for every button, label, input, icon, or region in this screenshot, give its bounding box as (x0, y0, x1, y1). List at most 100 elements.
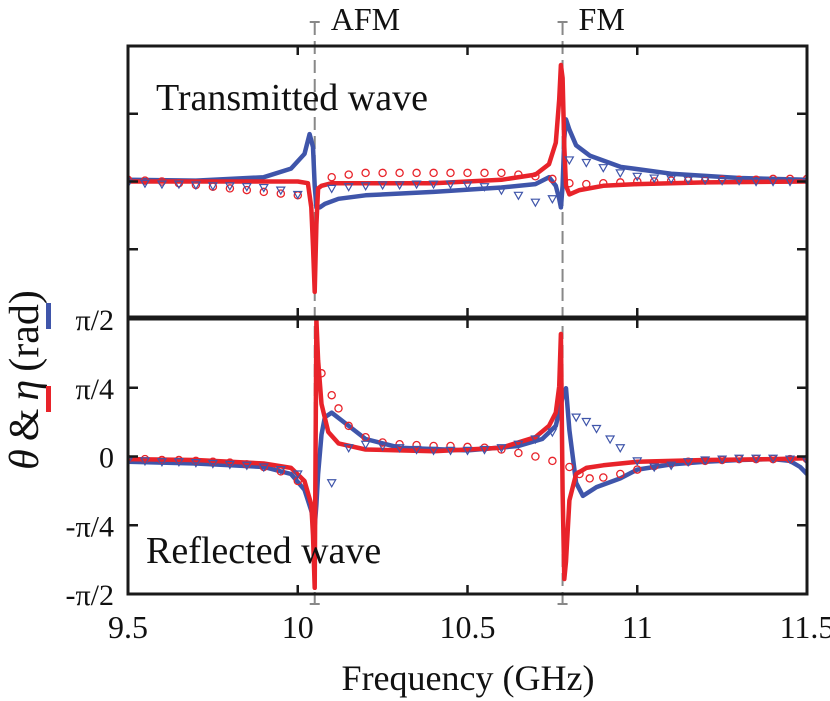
reflected-eta-point (224, 460, 235, 470)
transmitted-theta-point (463, 168, 472, 178)
transmitted-eta-point (128, 179, 134, 189)
reflected-eta-point (768, 454, 779, 464)
transmitted-eta-point (513, 191, 524, 201)
transmitted-theta-point (361, 168, 370, 178)
y-label-theta: θ (2, 449, 48, 470)
reflected-theta-point (327, 390, 336, 400)
reflected-theta-point (446, 441, 455, 451)
transmitted-eta-point (156, 180, 167, 190)
transmitted-eta-point (258, 183, 269, 193)
transmitted-eta-point (700, 176, 711, 185)
y-label-unit: (rad) (2, 290, 48, 372)
transmitted-theta-point (633, 177, 642, 186)
transmitted-eta-point (564, 156, 575, 166)
transmitted-theta-point (497, 168, 506, 178)
transmitted-eta-point (292, 190, 303, 200)
transmitted-theta-point (480, 168, 489, 178)
transmitted-theta-point (344, 170, 353, 179)
transmitted-eta-point (207, 182, 218, 192)
reflected-eta-point (605, 435, 616, 445)
reflected-theta-point (599, 473, 608, 482)
transmitted-theta-point (412, 168, 421, 178)
transmitted-theta-point (259, 187, 269, 197)
y-tick-label: -π/4 (66, 510, 114, 543)
y-axis-label: θ & η (rad) (2, 290, 48, 470)
reflected-theta-point (548, 456, 557, 466)
reflected-eta-point (445, 446, 456, 456)
transmitted-theta-point (395, 168, 404, 178)
transmitted-eta-point (734, 177, 745, 186)
reflected-eta-point (632, 457, 643, 467)
reflected-eta-point (156, 458, 167, 467)
transmitted-theta-point (276, 189, 286, 198)
reflected-theta-point (531, 452, 540, 461)
y-tick-label: -π/2 (66, 579, 114, 612)
transmitted-theta-line (128, 62, 807, 295)
transmitted-eta-point (784, 177, 796, 187)
transmitted-theta-point (429, 168, 438, 178)
reflected-eta-point (343, 444, 354, 453)
transmitted-eta-point (581, 158, 592, 168)
transmitted-eta-point (224, 182, 235, 192)
transmitted-theta-point (446, 168, 455, 178)
panel-reflected: Reflected wave (128, 319, 807, 591)
annotation-reflected: Reflected wave (146, 530, 381, 572)
transmitted-eta-point (377, 181, 388, 191)
reflected-eta-point (479, 445, 490, 455)
transmitted-eta-point (394, 181, 405, 191)
reflected-eta-point (173, 458, 184, 467)
reflected-eta-point (207, 459, 218, 469)
reflected-eta-point (717, 455, 728, 465)
panel-transmitted: Transmitted wave (128, 62, 807, 295)
reflected-eta-point (547, 428, 558, 438)
reflected-eta-point (784, 455, 796, 465)
reflected-theta-point (334, 404, 343, 413)
reflected-theta-point (344, 421, 353, 431)
transmitted-theta-point (616, 178, 625, 187)
reflected-theta-point (585, 474, 594, 483)
reflected-eta-point (377, 442, 388, 452)
y-label-eta: η (2, 380, 48, 401)
reflected-eta-point (128, 457, 134, 467)
transmitted-eta-point (717, 177, 728, 186)
reflected-eta-point (360, 440, 371, 450)
reflected-eta-point (530, 435, 541, 445)
reflected-eta-point (190, 459, 201, 468)
reflected-eta-point (683, 458, 694, 467)
transmitted-theta-point (225, 184, 235, 193)
transmitted-theta-point (242, 185, 252, 195)
transmitted-eta-point (683, 176, 694, 185)
transmitted-eta-point (547, 195, 558, 204)
transmitted-eta-point (241, 183, 252, 192)
reflected-theta-point (412, 440, 421, 450)
reflected-theta-point (429, 441, 438, 451)
y-label-amp: & (2, 409, 48, 442)
transmitted-eta-point (275, 186, 286, 196)
y-label-theta-swatch (46, 386, 51, 412)
y-tick-label: π/4 (76, 373, 114, 406)
reflected-eta-point (581, 417, 592, 427)
transmitted-eta-point (598, 164, 609, 173)
reflected-eta-point (496, 444, 507, 453)
x-ticks: 9.5 10 10.5 11 11.5 (108, 46, 830, 645)
reflected-theta-point (565, 462, 574, 472)
x-axis-label: Frequency (GHz) (342, 658, 595, 698)
transmitted-eta-point (190, 181, 201, 191)
transmitted-eta-point (632, 172, 643, 182)
transmitted-eta-point (479, 183, 490, 192)
annotation-transmitted: Transmitted wave (156, 77, 428, 119)
transmitted-eta-point (615, 169, 626, 179)
transmitted-eta-point (326, 184, 337, 194)
y-tick-label: π/2 (76, 304, 114, 337)
transmitted-eta-point (343, 183, 354, 192)
reflected-eta-point (462, 446, 473, 456)
transmitted-eta-point (496, 186, 507, 196)
reflected-theta-point (514, 448, 523, 458)
transmitted-eta-point (768, 177, 779, 187)
transmitted-eta-point (411, 180, 422, 190)
transmitted-eta-point (445, 180, 456, 190)
x-tick-label: 10.5 (440, 609, 496, 645)
reflected-theta-point (276, 467, 286, 476)
transmitted-eta-point (428, 180, 439, 190)
